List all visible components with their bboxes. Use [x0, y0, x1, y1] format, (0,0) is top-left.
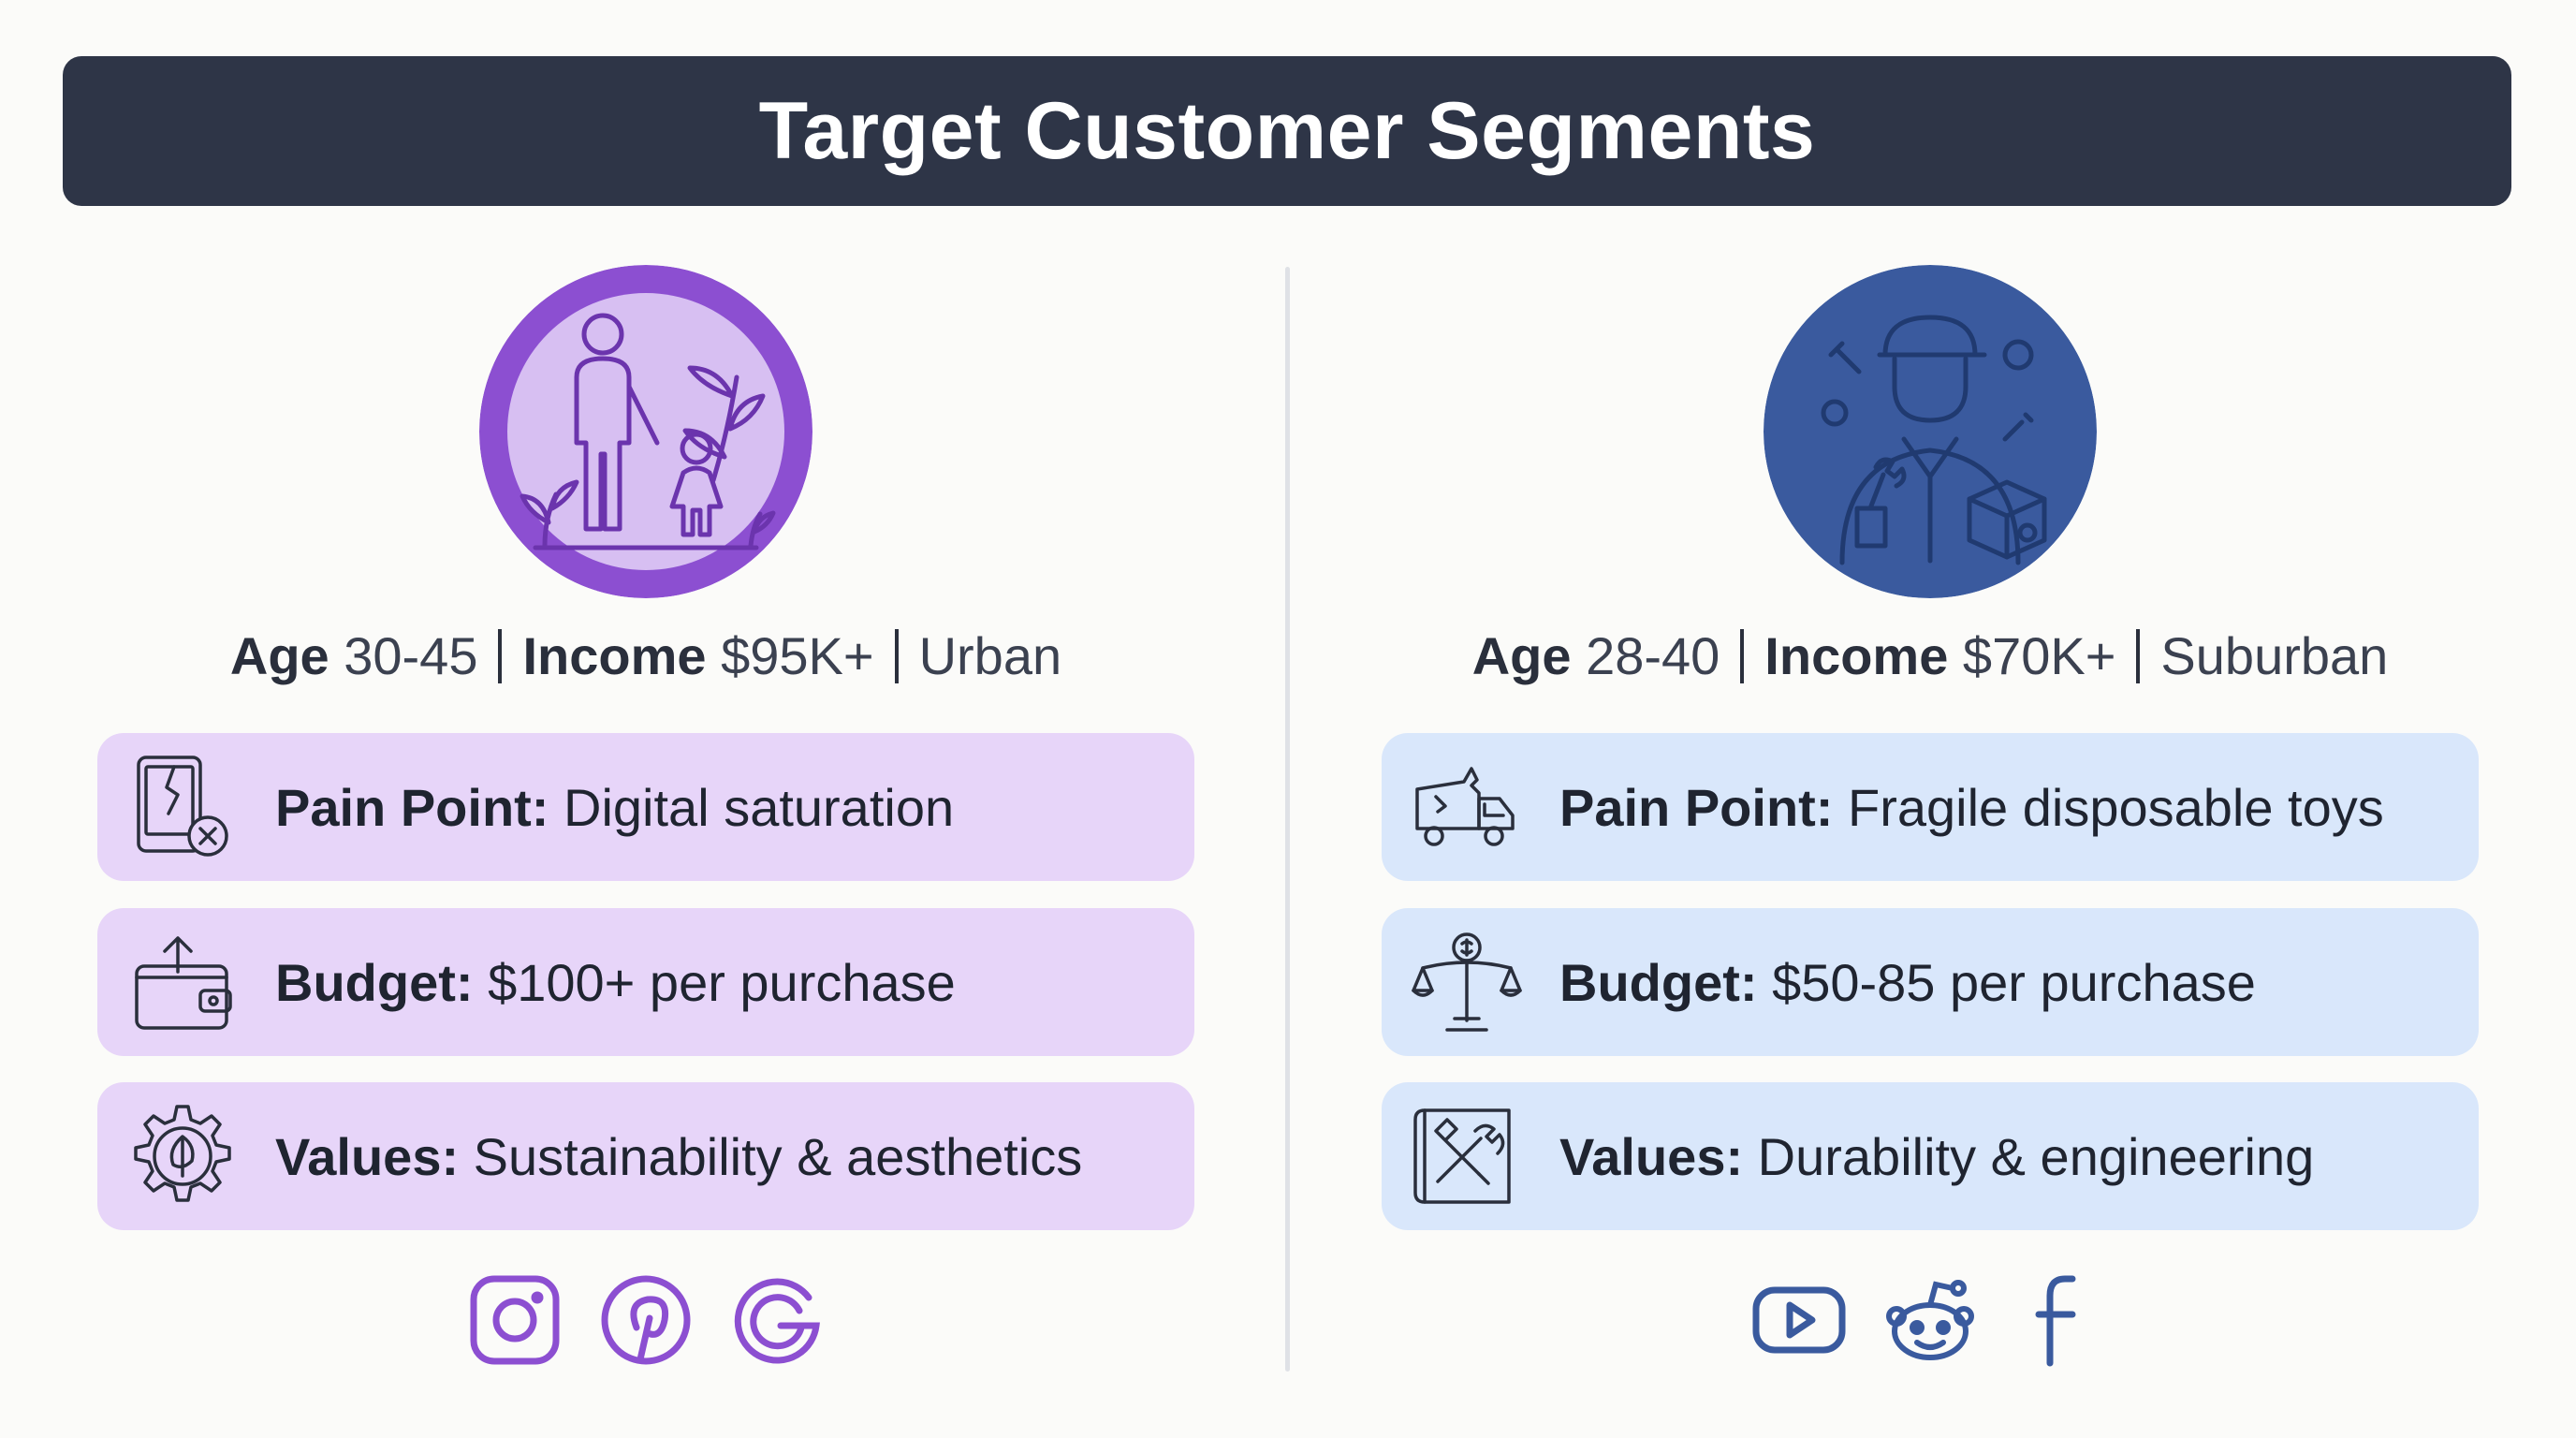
age-label: Age: [229, 626, 329, 685]
card-label: Pain Point:: [275, 777, 549, 837]
broken-truck-icon: [1410, 750, 1524, 864]
income-label: Income: [1764, 626, 1949, 685]
card-label: Pain Point:: [1559, 777, 1834, 837]
card-label: Budget:: [275, 952, 474, 1012]
parent-child-icon: [479, 265, 812, 598]
card-label: Values:: [275, 1126, 460, 1186]
page-title: Target Customer Segments: [758, 85, 1816, 176]
leaf-gear-icon: [125, 1099, 240, 1213]
card-label: Budget:: [1559, 952, 1758, 1012]
blueprint-tools-icon: [1410, 1099, 1524, 1213]
location-value: Urban: [918, 626, 1062, 685]
card-label: Values:: [1559, 1126, 1744, 1186]
separator: [894, 629, 899, 683]
budget-card: Budget: $100+ per purchase: [97, 908, 1194, 1056]
balance-scale-icon: [1410, 925, 1524, 1039]
column-divider: [1285, 267, 1290, 1372]
wallet-icon: [125, 925, 240, 1039]
segment-urban-parents: Age 30-45 Income $95K+ Urban Pain Point: D…: [84, 0, 1208, 1438]
social-channels: [1368, 1273, 2492, 1367]
separator: [1740, 629, 1745, 683]
segment-suburban-builders: Age 28-40 Income $70K+ Suburban Pain Point…: [1368, 0, 2492, 1438]
google-icon[interactable]: [730, 1273, 824, 1367]
pinterest-icon[interactable]: [599, 1273, 693, 1367]
card-value: Durability & engineering: [1757, 1126, 2315, 1186]
pain-point-card: Pain Point: Fragile disposable toys: [1382, 733, 2479, 881]
values-card: Values: Durability & engineering: [1382, 1082, 2479, 1230]
card-value: $50-85 per purchase: [1772, 952, 2256, 1012]
broken-tablet-icon: [125, 750, 240, 864]
age-label: Age: [1471, 626, 1572, 685]
card-value: Fragile disposable toys: [1848, 777, 2384, 837]
facebook-icon[interactable]: [2014, 1273, 2108, 1367]
social-channels: [84, 1273, 1208, 1367]
pain-point-card: Pain Point: Digital saturation: [97, 733, 1194, 881]
instagram-icon[interactable]: [468, 1273, 562, 1367]
card-value: Sustainability & aesthetics: [473, 1126, 1083, 1186]
age-value: 28-40: [1586, 626, 1720, 685]
values-card: Values: Sustainability & aesthetics: [97, 1082, 1194, 1230]
demographics: Age 28-40 Income $70K+ Suburban: [1368, 625, 2492, 686]
age-value: 30-45: [344, 626, 478, 685]
card-value: Digital saturation: [564, 777, 955, 837]
budget-card: Budget: $50-85 per purchase: [1382, 908, 2479, 1056]
income-label: Income: [522, 626, 707, 685]
title-banner: Target Customer Segments: [63, 56, 2511, 206]
reddit-icon[interactable]: [1883, 1273, 1977, 1367]
location-value: Suburban: [2160, 626, 2389, 685]
separator: [2136, 629, 2141, 683]
income-value: $70K+: [1962, 626, 2116, 685]
mechanic-icon: [1764, 265, 2097, 598]
card-value: $100+ per purchase: [488, 952, 956, 1012]
income-value: $95K+: [721, 626, 874, 685]
separator: [498, 629, 503, 683]
youtube-icon[interactable]: [1752, 1273, 1846, 1367]
demographics: Age 30-45 Income $95K+ Urban: [84, 625, 1208, 686]
